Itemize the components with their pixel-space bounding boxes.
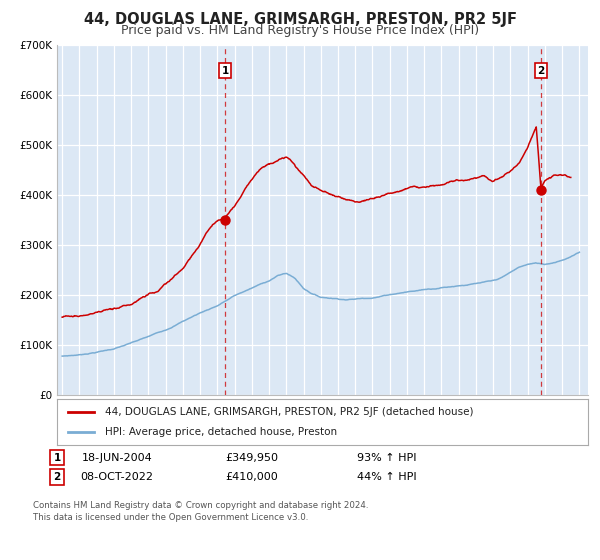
Text: 44, DOUGLAS LANE, GRIMSARGH, PRESTON, PR2 5JF: 44, DOUGLAS LANE, GRIMSARGH, PRESTON, PR…: [83, 12, 517, 27]
Text: Contains HM Land Registry data © Crown copyright and database right 2024.
This d: Contains HM Land Registry data © Crown c…: [33, 501, 368, 522]
Text: £349,950: £349,950: [226, 452, 278, 463]
Text: 2: 2: [53, 472, 61, 482]
Text: £410,000: £410,000: [226, 472, 278, 482]
Text: 08-OCT-2022: 08-OCT-2022: [80, 472, 154, 482]
Text: 18-JUN-2004: 18-JUN-2004: [82, 452, 152, 463]
Text: 2: 2: [538, 66, 545, 76]
Text: Price paid vs. HM Land Registry's House Price Index (HPI): Price paid vs. HM Land Registry's House …: [121, 24, 479, 37]
Text: 1: 1: [53, 452, 61, 463]
Text: HPI: Average price, detached house, Preston: HPI: Average price, detached house, Pres…: [105, 427, 337, 437]
Text: 93% ↑ HPI: 93% ↑ HPI: [357, 452, 417, 463]
Text: 1: 1: [221, 66, 229, 76]
Text: 44% ↑ HPI: 44% ↑ HPI: [357, 472, 417, 482]
Text: 44, DOUGLAS LANE, GRIMSARGH, PRESTON, PR2 5JF (detached house): 44, DOUGLAS LANE, GRIMSARGH, PRESTON, PR…: [105, 407, 473, 417]
